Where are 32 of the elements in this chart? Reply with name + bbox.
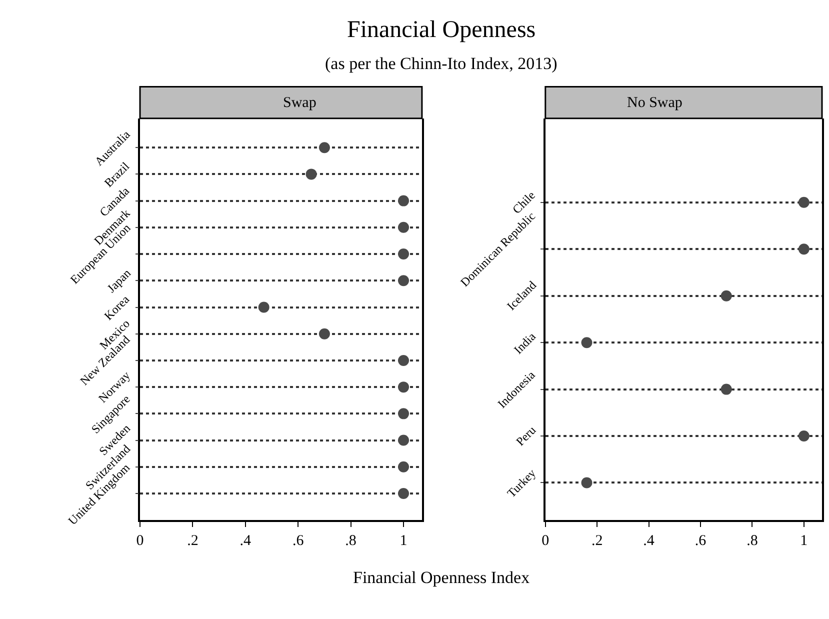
point [398,488,410,500]
chart-title: Swap [283,95,316,111]
point [398,248,410,260]
point [318,142,330,154]
text: Financial Openness [347,17,536,43]
point [398,354,410,366]
x-tick-label: .4 [643,532,655,549]
x-tick-label: .2 [591,532,603,549]
point [398,275,410,286]
point [258,302,270,313]
x-tick-label: .6 [292,532,304,549]
x-tick-label: .2 [187,532,198,549]
point [398,461,410,472]
point [318,328,330,340]
text: (as per the Chinn-Ito Index, 2013) [325,54,558,73]
x-tick-label: 0 [136,532,144,549]
x-tick-label: .8 [345,532,356,549]
point [398,195,410,206]
point [398,382,410,393]
point [306,168,317,180]
x-tick-label: 1 [800,532,808,549]
point [398,434,410,446]
x-tick-label: 1 [400,532,408,549]
x-axis-title: Financial Openness Index [353,568,530,587]
x-tick-label: 0 [542,532,550,549]
x-tick-label: .6 [694,532,707,549]
x-tick-label: .8 [746,532,758,549]
y-tick-label: Peru [513,423,539,449]
point [398,408,410,420]
chart-title: No Swap [627,95,682,111]
point [398,222,410,233]
x-tick-label: .4 [240,532,252,549]
